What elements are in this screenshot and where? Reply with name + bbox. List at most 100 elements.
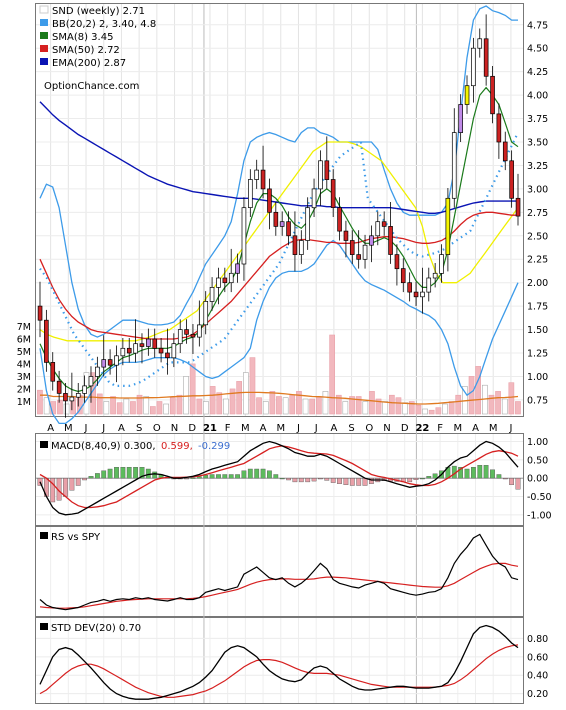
candle-body bbox=[381, 221, 387, 227]
month-label: F bbox=[225, 423, 231, 434]
macd-hist-bar bbox=[184, 478, 189, 480]
macd-hist-bar bbox=[426, 476, 432, 479]
macd-hist-bar bbox=[69, 478, 75, 491]
candle-body bbox=[349, 240, 355, 255]
volume-bar bbox=[488, 394, 495, 415]
indicator-lines bbox=[39, 5, 519, 425]
macd-hist-bar bbox=[305, 478, 311, 483]
macd-hist-bar bbox=[267, 470, 272, 479]
candle-body bbox=[375, 221, 381, 237]
candle-body bbox=[490, 75, 495, 115]
volume-bar bbox=[335, 394, 342, 415]
candle-body bbox=[254, 169, 259, 180]
macd-hist-bar bbox=[139, 467, 145, 479]
month-label: 22 bbox=[415, 423, 429, 434]
candle-body bbox=[400, 268, 406, 284]
macd-signal-line bbox=[39, 445, 519, 509]
volume-bar bbox=[362, 401, 369, 415]
price-tick-label: 1.75 bbox=[527, 302, 548, 313]
price-tick-label: 0.75 bbox=[527, 395, 548, 406]
volume-bar bbox=[223, 398, 229, 415]
volume-tick-label: 5M bbox=[17, 347, 31, 358]
month-label: J bbox=[101, 423, 105, 434]
macd-hist-bar bbox=[222, 474, 228, 479]
candle-body bbox=[305, 207, 310, 241]
volume-bar bbox=[342, 401, 349, 415]
macd-hist-bar bbox=[107, 468, 113, 479]
macd-hist-bar bbox=[94, 473, 100, 479]
volume-bar bbox=[169, 397, 176, 415]
macd-hist-bar bbox=[464, 468, 470, 479]
month-label: J bbox=[296, 423, 300, 434]
month-label: A bbox=[118, 423, 125, 434]
candle-body bbox=[394, 254, 400, 270]
price-tick-label: 1.25 bbox=[527, 349, 548, 360]
volume-bar bbox=[468, 376, 475, 415]
volume-bar bbox=[136, 394, 143, 415]
candle-body bbox=[228, 272, 234, 284]
macd-tick-label: 0.00 bbox=[527, 474, 548, 485]
psar-dots bbox=[39, 132, 519, 387]
price-tick-label: 1.50 bbox=[527, 325, 548, 336]
macd-hist-bar bbox=[88, 476, 94, 479]
candle-body bbox=[152, 338, 158, 349]
volume-bar bbox=[448, 401, 455, 415]
macd-hist-bar bbox=[209, 474, 215, 479]
month-label: M bbox=[276, 423, 285, 434]
volume-bar bbox=[37, 389, 43, 415]
legend-bb: BB(20,2) 2, 3.40, 4.8 bbox=[52, 19, 156, 30]
macd-hist-bar bbox=[254, 468, 260, 479]
macd-title-swatch bbox=[40, 441, 48, 448]
volume-bar bbox=[375, 398, 382, 415]
macd-hist-bar bbox=[279, 478, 285, 480]
volume-bar bbox=[395, 397, 402, 415]
macd-hist-bar bbox=[216, 474, 221, 479]
candle-body bbox=[171, 343, 177, 359]
volume-bar bbox=[209, 386, 216, 415]
candle-body bbox=[158, 347, 164, 354]
month-label: O bbox=[153, 423, 161, 434]
macd-hist-bar bbox=[509, 478, 514, 486]
month-label: 21 bbox=[203, 423, 217, 434]
legend-sma8: SMA(8) 3.45 bbox=[52, 32, 113, 43]
std-tick-label: 0.80 bbox=[527, 634, 548, 645]
rs-series bbox=[39, 533, 519, 611]
volume-bar bbox=[110, 396, 116, 415]
volume-bar bbox=[176, 394, 183, 415]
candle-body bbox=[216, 277, 221, 288]
volume-bar bbox=[322, 391, 329, 415]
volume-bar bbox=[435, 407, 442, 415]
macd-hist-bar bbox=[311, 478, 317, 482]
volume-bar bbox=[183, 376, 189, 415]
candle-body bbox=[318, 160, 323, 190]
macd-tick-label: 1.00 bbox=[527, 437, 548, 448]
macd-hist-bar bbox=[515, 478, 521, 490]
price-tick-label: 4.50 bbox=[527, 44, 548, 55]
candle-body bbox=[330, 179, 336, 208]
volume-bar bbox=[475, 366, 482, 415]
volume-bar bbox=[515, 401, 521, 415]
legend-symbol: SND (weekly) 2.71 bbox=[52, 6, 145, 17]
volume-tick-label: 4M bbox=[17, 359, 31, 370]
macd-hist-bar bbox=[407, 478, 413, 483]
grid-lines bbox=[36, 4, 523, 703]
macd-hist-bar bbox=[247, 468, 253, 479]
macd-hist-bar bbox=[63, 478, 68, 497]
volume-tick-label: 6M bbox=[17, 334, 31, 345]
month-label: S bbox=[136, 423, 142, 434]
candle-body bbox=[133, 343, 138, 354]
candle-body bbox=[413, 291, 419, 298]
legend-swatch-sma50 bbox=[40, 45, 48, 52]
macd-hist-bar bbox=[286, 478, 291, 481]
candle-body bbox=[292, 235, 298, 255]
volume-tick-label: 2M bbox=[17, 384, 31, 395]
volume-bar bbox=[408, 401, 415, 415]
candle-body bbox=[356, 254, 361, 260]
macd-hist-bar bbox=[490, 469, 495, 479]
candle-body bbox=[407, 282, 412, 293]
macd-hist-bar bbox=[114, 467, 119, 479]
candle-body bbox=[209, 287, 215, 302]
volume-bar bbox=[96, 393, 103, 415]
month-label: A bbox=[472, 423, 479, 434]
volume-bar bbox=[415, 404, 422, 415]
